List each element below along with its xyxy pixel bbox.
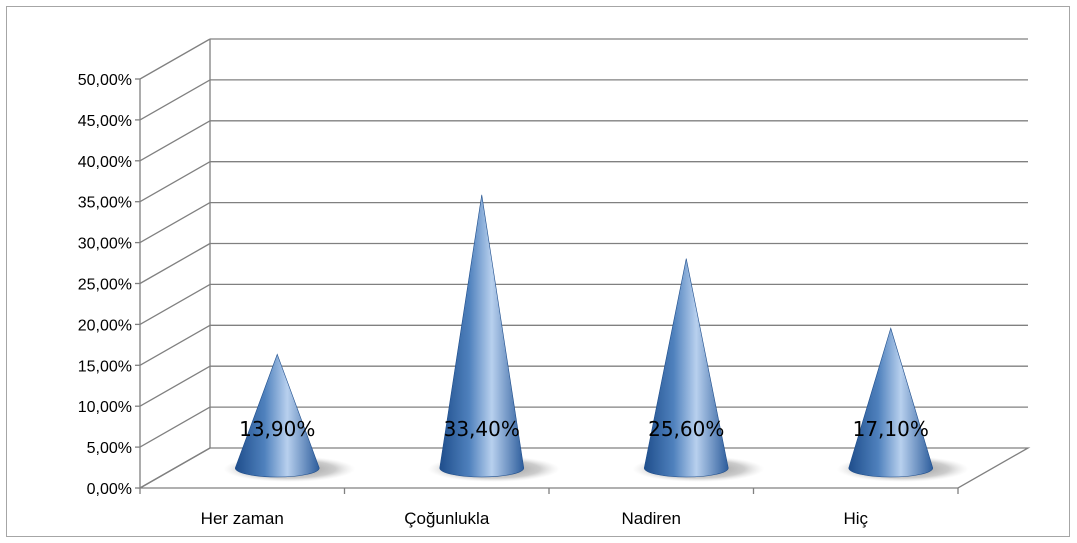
- y-tick-label: 0,00%: [87, 481, 132, 498]
- y-tick-label: 15,00%: [78, 358, 132, 375]
- y-tick-label: 25,00%: [78, 277, 132, 294]
- gridline-side: [139, 202, 211, 244]
- gridline-side: [139, 283, 211, 325]
- y-tick-label: 40,00%: [78, 154, 132, 171]
- gridline-side: [139, 324, 211, 366]
- y-tick-label: 10,00%: [78, 399, 132, 416]
- data-label: 13,90%: [239, 417, 315, 441]
- gridline-side: [139, 161, 211, 203]
- x-tick-label: Her zaman: [201, 509, 284, 528]
- x-tick-label: Çoğunlukla: [404, 509, 490, 528]
- gridline-side: [139, 79, 211, 121]
- y-tick-label: 45,00%: [78, 113, 132, 130]
- axis-layer: 0,00% 5,00% 10,00% 15,00% 20,00% 25,00% 30,00%…: [78, 72, 959, 498]
- label-layer: Her zaman 13,90% Çoğunlukla 33,40% Nadiren 25…: [201, 417, 929, 528]
- cone-layer: [223, 194, 969, 482]
- cone-bar: [439, 194, 525, 478]
- y-tick-label: 5,00%: [87, 440, 132, 457]
- gridline-side: [139, 242, 211, 285]
- cone-bar: [643, 258, 729, 478]
- x-tick-label: Nadiren: [621, 509, 681, 528]
- y-tick-label: 30,00%: [78, 236, 132, 253]
- data-label: 17,10%: [853, 417, 929, 441]
- y-tick-label: 20,00%: [78, 317, 132, 334]
- cone-bar: [848, 327, 934, 478]
- gridline-side: [139, 38, 211, 80]
- x-tick-label: Hiç: [843, 509, 868, 528]
- gridline-side: [139, 120, 211, 162]
- data-label: 25,60%: [648, 417, 724, 441]
- floor: [137, 447, 1031, 489]
- cone-bar: [234, 353, 320, 478]
- gridline-side: [139, 406, 211, 448]
- data-label: 33,40%: [444, 417, 520, 441]
- y-tick-label: 35,00%: [78, 195, 132, 212]
- gridline-side: [139, 365, 211, 407]
- y-tick-label: 50,00%: [78, 72, 132, 89]
